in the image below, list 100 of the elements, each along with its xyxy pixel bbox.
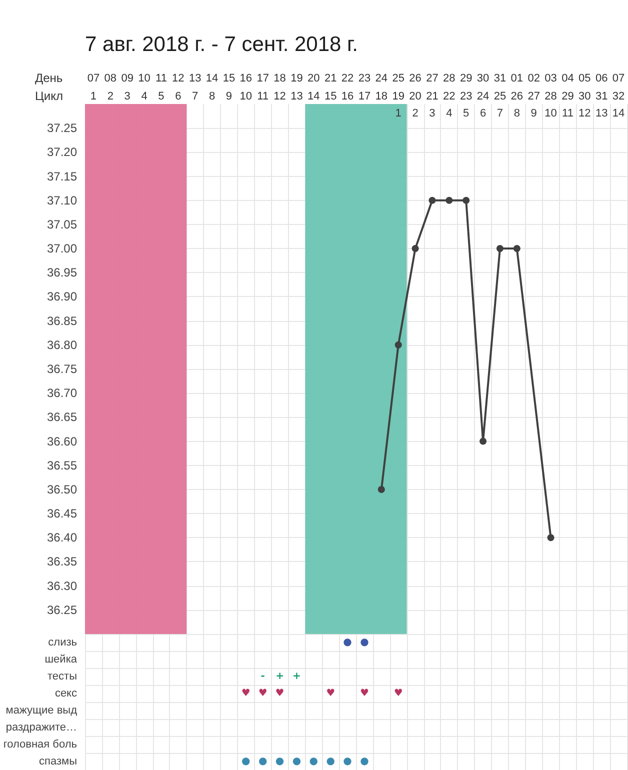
- y-tick-label: 36.85: [46, 314, 78, 328]
- y-tick-label: 37.00: [46, 242, 78, 256]
- point: [428, 196, 436, 204]
- x-tick-label: 23: [358, 72, 371, 84]
- text: ●: [360, 756, 369, 767]
- x-tick-label: 28: [443, 72, 456, 84]
- x2-tick-label: 24 6: [476, 90, 490, 120]
- x2-tick-label: 27 9: [528, 90, 540, 120]
- x-tick-label: 21: [324, 72, 337, 84]
- x2-tick-label: 31 13: [595, 90, 608, 120]
- x2-tick-label: 21 3: [426, 90, 438, 120]
- x2-axis-title: Цикл: [35, 89, 63, 103]
- chart-title: 7 авг. 2018 г. - 7 сент. 2018 г.: [85, 33, 358, 56]
- text: ♥: [360, 688, 369, 699]
- text: ♥: [258, 688, 268, 699]
- x2-tick-label: 5: [158, 90, 164, 102]
- y-tick-label: спазмы: [39, 756, 78, 768]
- x-tick-label: 16: [240, 72, 252, 84]
- y-tick-label: 36.50: [46, 482, 78, 496]
- y-tick-label: 36.55: [46, 458, 78, 472]
- y-tick-label: 36.60: [46, 434, 78, 448]
- x-tick-label: 05: [578, 72, 591, 84]
- y-tick-label: 36.65: [46, 410, 78, 424]
- point: [412, 245, 419, 252]
- y-tick-label: 36.30: [46, 578, 78, 593]
- x2-tick-label: 17: [358, 90, 371, 102]
- y-tick-label: 36.90: [46, 290, 78, 304]
- x-tick-label: 04: [562, 72, 574, 84]
- x2-tick-label: 12: [274, 90, 286, 102]
- x-tick-label: 22: [341, 72, 354, 84]
- text: ♥: [241, 688, 250, 699]
- text: ●: [360, 637, 369, 648]
- x-tick-label: 31: [494, 72, 506, 84]
- x-tick-label: 14: [206, 72, 218, 84]
- x-axis-title: День: [35, 71, 63, 85]
- text: ●: [258, 756, 268, 767]
- x-tick-label: 18: [274, 72, 286, 84]
- text: -: [260, 671, 265, 682]
- y-tick-label: 36.70: [46, 386, 78, 400]
- text: ♥: [394, 688, 403, 699]
- x2-tick-label: 7: [192, 90, 198, 102]
- text: ●: [292, 756, 302, 767]
- x-tick-label: 15: [222, 72, 236, 84]
- point: [496, 245, 504, 252]
- x2-tick-label: 6: [175, 90, 182, 102]
- x2-tick-label: 25 7: [494, 90, 506, 120]
- x-tick-label: 26: [409, 72, 422, 84]
- text: ●: [309, 756, 318, 767]
- x2-tick-label: 10: [240, 90, 252, 102]
- x2-tick-label: 28 10: [544, 90, 557, 120]
- x2-tick-label: 2: [107, 90, 114, 102]
- y-tick-label: 36.75: [46, 362, 78, 376]
- point: [513, 245, 520, 252]
- x2-tick-label: 29 11: [562, 90, 574, 120]
- x2-tick-label: 19 1: [392, 90, 404, 120]
- y-tick-label: мажущие выд: [6, 704, 78, 716]
- x-tick-label: 10: [138, 72, 150, 84]
- x2-tick-label: 30 12: [578, 90, 591, 120]
- y-tick-label: 37.15: [46, 169, 78, 184]
- x2-tick-label: 15: [324, 90, 337, 102]
- x-tick-label: 20: [308, 72, 320, 84]
- point: [480, 438, 487, 445]
- x2-tick-label: 26 8: [510, 90, 524, 120]
- x-tick-label: 13: [188, 72, 202, 84]
- x2-tick-label: 9: [226, 90, 232, 102]
- y-tick-label: секс: [54, 688, 78, 700]
- y-tick-label: 36.35: [46, 554, 78, 569]
- y-tick-label: 37.05: [46, 217, 78, 232]
- x-tick-label: 01: [510, 72, 524, 84]
- x2-tick-label: 3: [124, 90, 130, 102]
- text: ●: [275, 756, 284, 767]
- x2-tick-label: 22 4: [443, 90, 456, 120]
- y-tick-label: слизь: [48, 636, 78, 648]
- x-tick-label: 30: [476, 72, 490, 84]
- text: +: [276, 671, 284, 682]
- text: ♥: [275, 688, 284, 699]
- text: +: [292, 671, 301, 682]
- text: ●: [343, 756, 352, 767]
- x-tick-label: 12: [172, 72, 184, 84]
- y-tick-label: тесты: [48, 670, 78, 682]
- point: [446, 196, 453, 204]
- y-tick-label: головная боль: [3, 738, 78, 750]
- text: ●: [326, 756, 335, 767]
- y-tick-label: 37.10: [46, 193, 78, 208]
- point: [462, 196, 470, 204]
- x-tick-label: 08: [104, 72, 117, 84]
- x2-tick-label: 16: [341, 90, 354, 102]
- x2-tick-label: 11: [257, 90, 269, 102]
- y-tick-label: 37.25: [46, 121, 78, 136]
- y-tick-label: раздражите…: [6, 722, 77, 734]
- y-tick-label: шейка: [44, 654, 78, 666]
- y-tick-label: 36.80: [46, 338, 78, 352]
- y-tick-label: 36.95: [46, 266, 78, 280]
- x-tick-label: 09: [121, 72, 134, 84]
- x-tick-label: 25: [392, 72, 404, 84]
- text: ♥: [326, 688, 336, 699]
- text: ●: [343, 637, 352, 648]
- x2-tick-label: 14: [308, 90, 320, 102]
- text: ●: [242, 756, 250, 767]
- x2-tick-label: 1: [90, 90, 97, 102]
